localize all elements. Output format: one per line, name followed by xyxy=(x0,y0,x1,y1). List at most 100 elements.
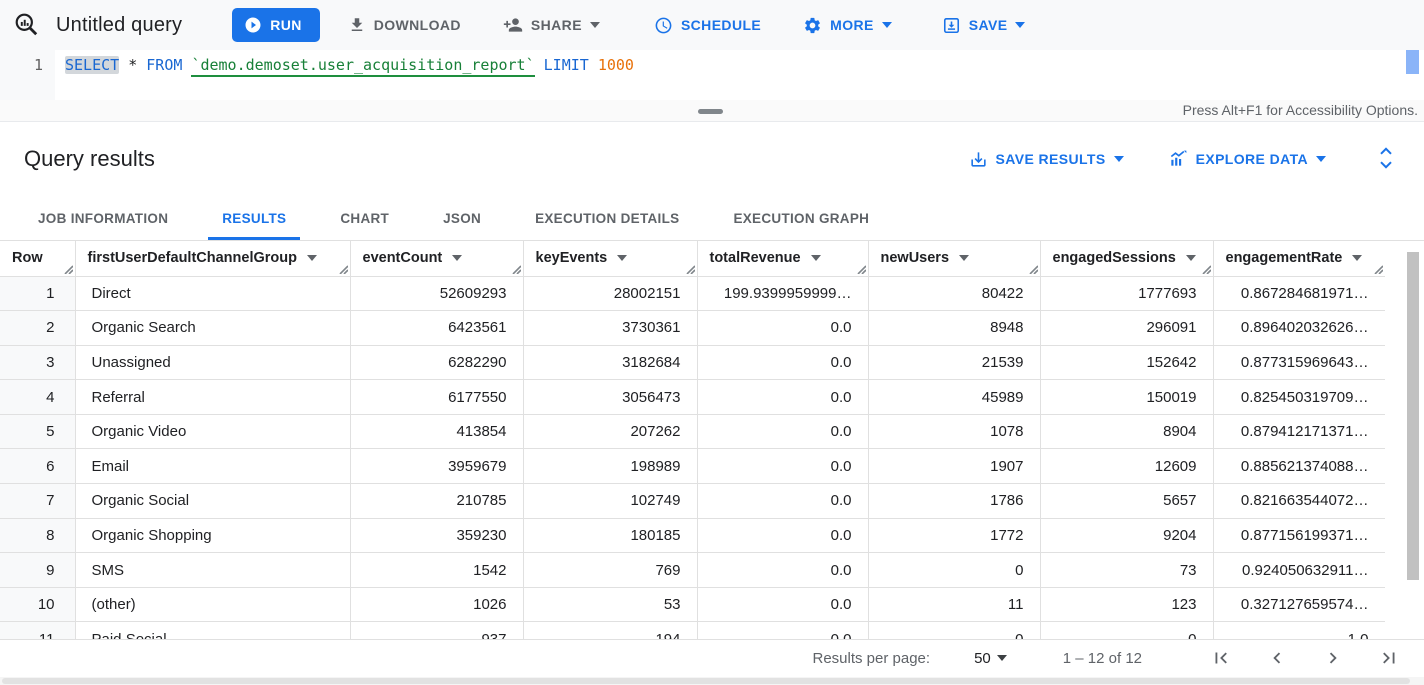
chevron-down-icon xyxy=(1015,22,1026,28)
column-header-label: engagedSessions xyxy=(1052,250,1176,267)
table-cell: 0 xyxy=(868,621,1041,639)
column-sort-arrow-icon[interactable] xyxy=(617,255,628,262)
column-header-eventCount[interactable]: eventCount xyxy=(350,241,524,277)
column-resize-handle[interactable] xyxy=(337,263,348,274)
table-cell: 0.0 xyxy=(697,448,869,485)
tab-json[interactable]: JSON xyxy=(443,210,482,226)
save-results-label: SAVE RESULTS xyxy=(995,151,1106,167)
query-results-title: Query results xyxy=(24,146,155,171)
table-cell: Organic Social xyxy=(75,483,351,519)
save-button[interactable]: SAVE xyxy=(930,7,1038,43)
tab-execution-graph[interactable]: EXECUTION GRAPH xyxy=(733,210,870,226)
table-cell: 1907 xyxy=(868,448,1041,485)
column-sort-arrow-icon[interactable] xyxy=(959,255,970,262)
table-cell: 0.877315969643… xyxy=(1213,345,1385,381)
table-cell: 6423561 xyxy=(350,310,524,346)
column-header-newUsers[interactable]: newUsers xyxy=(868,241,1041,277)
column-header-firstUserDefaultChannelGroup[interactable]: firstUserDefaultChannelGroup xyxy=(75,241,351,277)
column-resize-handle[interactable] xyxy=(855,263,866,274)
table-cell: 28002151 xyxy=(523,276,698,312)
results-vertical-scrollbar[interactable] xyxy=(1407,252,1419,580)
horizontal-scrollbar-thumb[interactable] xyxy=(2,678,1410,684)
table-row: 3 Unassigned 6282290 3182684 0.0 21539 152642 0… xyxy=(0,345,1385,381)
column-resize-handle[interactable] xyxy=(1200,263,1211,274)
share-button[interactable]: SHARE xyxy=(491,7,612,43)
column-header-engagementRate[interactable]: engagementRate xyxy=(1213,241,1385,277)
column-header-keyEvents[interactable]: keyEvents xyxy=(523,241,698,277)
column-resize-handle[interactable] xyxy=(1372,263,1383,274)
more-button[interactable]: MORE xyxy=(791,7,904,43)
table-cell: Unassigned xyxy=(75,345,351,381)
table-row: 4 Referral 6177550 3056473 0.0 45989 150019 0.8… xyxy=(0,379,1385,415)
save-results-button[interactable]: SAVE RESULTS xyxy=(969,150,1124,169)
row-number-cell: 8 xyxy=(0,518,76,554)
explore-data-label: EXPLORE DATA xyxy=(1195,151,1308,167)
table-cell: 0.0 xyxy=(697,310,869,346)
last-page-button[interactable] xyxy=(1372,641,1406,675)
column-resize-handle[interactable] xyxy=(510,263,521,274)
splitter-drag-handle[interactable] xyxy=(698,109,723,114)
page-size-value: 50 xyxy=(974,649,991,667)
sql-code-line[interactable]: SELECT * FROM `demo.demoset.user_acquisi… xyxy=(55,50,634,100)
chevron-down-icon xyxy=(881,22,892,28)
sql-editor[interactable]: 1 SELECT * FROM `demo.demoset.user_acqui… xyxy=(0,50,1424,100)
run-button[interactable]: RUN xyxy=(232,8,320,42)
row-number-cell: 7 xyxy=(0,483,76,519)
tab-chart[interactable]: CHART xyxy=(340,210,390,226)
editor-scrollbar-thumb[interactable] xyxy=(1406,50,1419,74)
column-sort-arrow-icon[interactable] xyxy=(1185,255,1196,262)
table-cell: 3056473 xyxy=(523,379,698,415)
table-row: 5 Organic Video 413854 207262 0.0 1078 8904 0.8… xyxy=(0,414,1385,450)
table-cell: 413854 xyxy=(350,414,524,450)
expand-collapse-results-button[interactable] xyxy=(1374,144,1398,175)
save-button-label: SAVE xyxy=(968,17,1008,33)
next-page-button[interactable] xyxy=(1316,641,1350,675)
first-page-button[interactable] xyxy=(1204,641,1238,675)
table-cell: 0.0 xyxy=(697,379,869,415)
explore-data-button[interactable]: EXPLORE DATA xyxy=(1168,149,1326,169)
column-sort-arrow-icon[interactable] xyxy=(306,255,317,262)
table-cell: 150019 xyxy=(1040,379,1214,415)
table-cell: 937 xyxy=(350,621,524,639)
column-sort-arrow-icon[interactable] xyxy=(1352,255,1363,262)
table-cell: 0.877156199371… xyxy=(1213,518,1385,554)
table-cell: 102749 xyxy=(523,483,698,519)
chevron-left-icon xyxy=(1273,652,1281,664)
table-cell: 0.879412171371… xyxy=(1213,414,1385,450)
editor-line-number: 1 xyxy=(0,50,55,100)
schedule-button[interactable]: SCHEDULE xyxy=(642,7,773,43)
schedule-button-label: SCHEDULE xyxy=(680,17,762,33)
tab-results[interactable]: RESULTS xyxy=(208,196,301,240)
sql-keyword-limit: LIMIT xyxy=(543,56,589,74)
horizontal-scrollbar-track[interactable] xyxy=(0,677,1424,685)
chevron-down-icon xyxy=(1113,156,1124,162)
table-cell: 0.0 xyxy=(697,621,869,639)
row-number-cell: 3 xyxy=(0,345,76,381)
column-sort-arrow-icon[interactable] xyxy=(452,255,463,262)
row-number-cell: 9 xyxy=(0,552,76,588)
table-cell: 3959679 xyxy=(350,448,524,485)
query-magnifier-icon xyxy=(15,13,38,36)
table-cell: 6177550 xyxy=(350,379,524,415)
column-sort-arrow-icon[interactable] xyxy=(810,255,821,262)
sql-star: * xyxy=(128,56,138,74)
column-header-engagedSessions[interactable]: engagedSessions xyxy=(1040,241,1214,277)
table-cell: 0.0 xyxy=(697,552,869,588)
column-resize-handle[interactable] xyxy=(62,263,73,274)
pagination-bar: Results per page: 50 1 – 12 of 12 xyxy=(0,639,1424,676)
tab-execution-details[interactable]: EXECUTION DETAILS xyxy=(535,210,680,226)
table-cell: Organic Video xyxy=(75,414,351,450)
tab-job-information[interactable]: JOB INFORMATION xyxy=(38,210,169,226)
column-header-totalRevenue[interactable]: totalRevenue xyxy=(697,241,869,277)
download-button[interactable]: DOWNLOAD xyxy=(336,7,473,43)
results-table: Row firstUserDefaultChannelGroup eventCoun… xyxy=(0,241,1385,639)
table-cell: 8904 xyxy=(1040,414,1214,450)
table-row: 7 Organic Social 210785 102749 0.0 1786 5657 0.… xyxy=(0,483,1385,519)
column-resize-handle[interactable] xyxy=(1027,263,1038,274)
column-resize-handle[interactable] xyxy=(684,263,695,274)
previous-page-button[interactable] xyxy=(1260,641,1294,675)
column-header-label: firstUserDefaultChannelGroup xyxy=(87,250,297,267)
sql-table-reference[interactable]: `demo.demoset.user_acquisition_report` xyxy=(191,56,535,77)
table-cell: 1.0 xyxy=(1213,621,1385,639)
page-size-select[interactable]: 50 xyxy=(974,650,1007,667)
